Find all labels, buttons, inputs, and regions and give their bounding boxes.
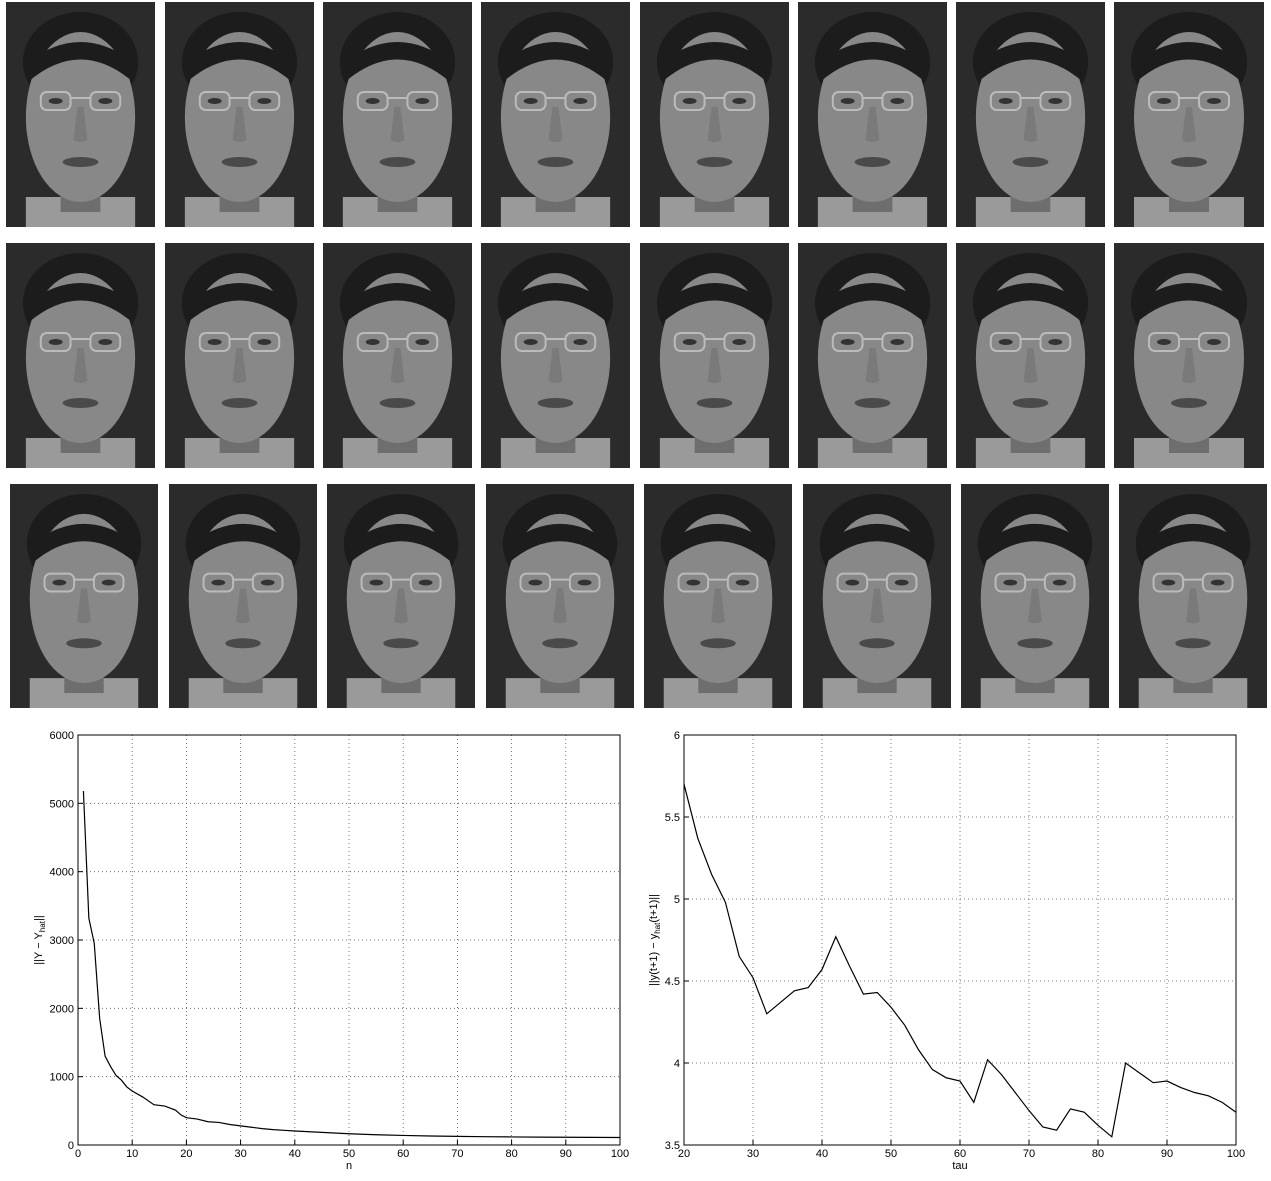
face-image [644, 484, 792, 708]
y-tick-label: 3.5 [665, 1140, 680, 1152]
x-tick-label: 70 [451, 1148, 463, 1160]
y-tick-label: 4 [674, 1058, 680, 1070]
y-tick-label: 2000 [50, 1003, 74, 1015]
x-tick-label: 50 [885, 1148, 897, 1160]
chart: 0 10 20 30 40 50 60 70 80 90 100010002000300040005… [33, 730, 629, 1172]
y-tick-label: 0 [68, 1140, 74, 1152]
face-image [798, 2, 947, 227]
x-tick-label: 50 [343, 1148, 355, 1160]
face-image [10, 484, 158, 708]
y-tick-label: 5 [674, 894, 680, 906]
x-axis-label: tau [952, 1160, 967, 1172]
chart: 20 30 40 50 60 70 80 90 100 3.5 4 4.5 5 5.5 6 tau ||y(t+… [648, 730, 1245, 1172]
face-image [6, 2, 155, 227]
y-axis-label-part: hat [653, 922, 662, 934]
face-image [169, 484, 317, 708]
face-image [640, 243, 789, 468]
face-image [323, 2, 472, 227]
face-image [486, 484, 634, 708]
face-grid [6, 2, 1267, 708]
face-image [323, 243, 472, 468]
x-tick-label: 70 [1023, 1148, 1035, 1160]
face-image [1119, 484, 1267, 708]
x-tick-label: 30 [747, 1148, 759, 1160]
face-image [956, 243, 1105, 468]
y-tick-label: 6 [674, 730, 680, 742]
x-tick-label: 20 [678, 1148, 690, 1160]
face-image [481, 243, 630, 468]
x-axis-label: n [346, 1160, 352, 1172]
face-image [481, 2, 630, 227]
plot-frame [77, 734, 621, 1146]
x-tick-label: 100 [1227, 1148, 1245, 1160]
x-tick-label: 90 [1161, 1148, 1173, 1160]
y-tick-label: 6000 [50, 730, 74, 742]
y-tick-label: 4.5 [665, 976, 680, 988]
face-image [798, 243, 947, 468]
x-tick-label: 0 [75, 1148, 81, 1160]
y-axis-label-part: (t+1)|| [648, 894, 660, 923]
x-tick-label: 100 [611, 1148, 629, 1160]
face-image [327, 484, 475, 708]
x-tick-label: 20 [180, 1148, 192, 1160]
face-image [6, 243, 155, 468]
y-axis-label-part: ||y(t+1) − y [648, 933, 660, 986]
x-tick-label: 30 [234, 1148, 246, 1160]
y-axis-label: ||y(t+1) − yhat(t+1)|| [648, 894, 662, 986]
x-tick-label: 10 [126, 1148, 138, 1160]
data-line [82, 791, 621, 1139]
data-line [683, 784, 1237, 1138]
y-tick-label: 5.5 [665, 812, 680, 824]
x-tick-label: 40 [289, 1148, 301, 1160]
x-tick-label: 40 [816, 1148, 828, 1160]
face-image [803, 484, 951, 708]
face-image [956, 2, 1105, 227]
x-tick-label: 90 [560, 1148, 572, 1160]
face-image [1114, 2, 1264, 227]
face-image [165, 243, 314, 468]
y-tick-label: 5000 [50, 798, 74, 810]
face-image [640, 2, 789, 227]
y-tick-label: 1000 [50, 1072, 74, 1084]
face-image [165, 2, 314, 227]
face-image [961, 484, 1109, 708]
face-image [1114, 243, 1264, 468]
y-axis-label: ||Y − Yhat|| [33, 915, 47, 964]
y-axis-label-part: hat [38, 920, 47, 932]
y-axis-label-part: || [33, 915, 45, 921]
x-tick-label: 80 [1092, 1148, 1104, 1160]
x-tick-label: 60 [954, 1148, 966, 1160]
y-axis-label-part: ||Y − Y [33, 931, 45, 964]
plot-frame [683, 734, 1237, 1146]
x-tick-label: 80 [505, 1148, 517, 1160]
x-tick-label: 60 [397, 1148, 409, 1160]
y-tick-label: 3000 [50, 935, 74, 947]
y-tick-label: 4000 [50, 867, 74, 879]
